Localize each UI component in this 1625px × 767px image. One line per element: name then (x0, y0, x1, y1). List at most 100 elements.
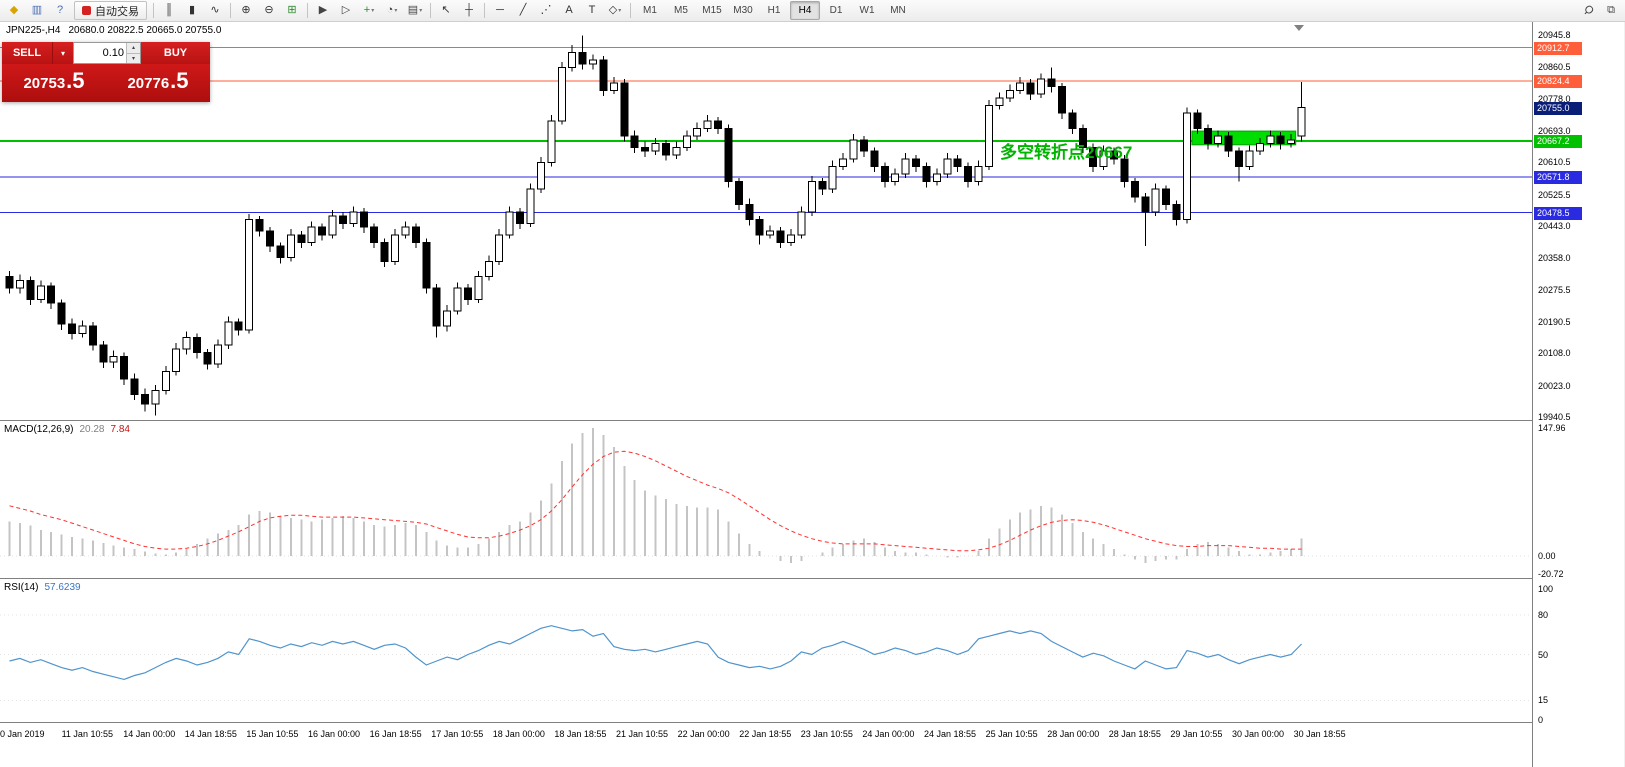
sell-label: SELL (12, 47, 42, 59)
auto-trading-icon (82, 6, 91, 15)
rsi-panel: RSI(14) 57.6239 (0, 578, 1532, 722)
time-axis-label: 25 Jan 10:55 (985, 729, 1038, 739)
label-icon[interactable]: T (588, 4, 596, 16)
cursor-icon[interactable]: ↖ (441, 4, 451, 16)
price-axis-label: 20778.0 (1538, 93, 1571, 104)
toolbar: ◆ ▥? 自动交易 ║ ▮ ∿ ⊕ ⊖ ⊞ ▶ ▷ + ▾ ◔ ▾ ▤ ▾ ↖ ┼ ─ ╱ ⋰ A T ◇ ▾ M1 M5 M15 M30… (0, 0, 1625, 22)
new-window-icon[interactable]: ⧉ (1607, 4, 1615, 16)
chevron-down-icon: ▾ (131, 55, 135, 62)
macd-panel-canvas[interactable] (0, 421, 1532, 578)
time-axis-label: 16 Jan 00:00 (308, 729, 361, 739)
chart-shift-marker[interactable] (1294, 25, 1304, 31)
candlestick-chart-icon[interactable]: ▮ (188, 4, 196, 16)
text-icon[interactable]: A (565, 4, 573, 16)
buy-label: BUY (163, 47, 188, 59)
tile-windows-icon[interactable]: ⊞ (287, 4, 297, 16)
time-axis-label: 14 Jan 00:00 (123, 729, 176, 739)
timeframe-h4-button[interactable]: H4 (790, 1, 820, 20)
time-axis-label: 24 Jan 00:00 (862, 729, 915, 739)
toolbar-separator (307, 3, 308, 18)
time-axis-label: 18 Jan 00:00 (492, 729, 545, 739)
dropdown-caret-icon: ▾ (419, 8, 423, 14)
auto-scroll-icon[interactable]: ▶ (318, 4, 328, 16)
shapes-icon[interactable]: ◇ ▾ (608, 4, 622, 16)
price-axis-label: 20275.5 (1538, 284, 1571, 295)
volume-field: ▴ ▾ (73, 42, 141, 64)
new-order-icon[interactable]: ◆ (9, 4, 19, 16)
templates-icon[interactable]: ▤ ▾ (407, 4, 423, 16)
time-axis-label: 28 Jan 18:55 (1108, 729, 1161, 739)
chart-column: JPN225-,H4 20680.0 20822.5 20665.0 20755… (0, 22, 1532, 767)
zoom-out-icon[interactable]: ⊖ (264, 4, 274, 16)
price-axis-label: 20358.0 (1538, 253, 1571, 264)
time-axis-label: 29 Jan 10:55 (1170, 729, 1223, 739)
timeframe-h1-button[interactable]: H1 (767, 5, 781, 16)
timeframe-m5-button[interactable]: M5 (674, 5, 688, 16)
timeframe-mn-button[interactable]: MN (890, 5, 906, 16)
bar-chart-icon[interactable]: ║ (165, 4, 173, 16)
help-icon[interactable]: ? (56, 4, 64, 16)
timeframe-m15-button[interactable]: M15 (702, 5, 722, 16)
search-icon[interactable]: Ϙ (1581, 2, 1596, 18)
horizontal-line-icon[interactable]: ─ (496, 4, 504, 16)
symbol-name: JPN225-,H4 (6, 25, 61, 36)
macd-scale-label: 0.00 (1538, 551, 1556, 561)
price-tag: 20824.4 (1534, 75, 1582, 89)
dropdown-caret-icon: ▾ (394, 8, 398, 14)
timeframe-m30-button[interactable]: M30 (733, 5, 753, 16)
volume-up-button[interactable]: ▴ (127, 43, 140, 54)
indicators-icon[interactable]: + ▾ (363, 4, 375, 16)
timeframe-w1-button[interactable]: W1 (859, 5, 875, 16)
time-axis-label: 18 Jan 18:55 (554, 729, 607, 739)
sell-button[interactable]: SELL (2, 42, 52, 64)
price-axis-label: 20860.5 (1538, 62, 1571, 73)
price-axis-label: 19940.5 (1538, 412, 1571, 422)
buy-price[interactable]: 20776.5 (127, 68, 189, 93)
time-axis-label: 15 Jan 10:55 (246, 729, 299, 739)
buy-button[interactable]: BUY (141, 42, 210, 64)
time-axis-label: 30 Jan 00:00 (1232, 729, 1285, 739)
price-axis-label: 20023.0 (1538, 380, 1571, 391)
volume-down-button[interactable]: ▾ (127, 53, 140, 63)
price-tag: 20667.2 (1534, 134, 1582, 148)
line-chart-icon[interactable]: ∿ (210, 4, 220, 16)
main-chart-canvas[interactable] (0, 22, 1532, 420)
price-axis-label: 20693.0 (1538, 126, 1571, 137)
sell-price[interactable]: 20753.5 (23, 68, 85, 93)
timeframe-d1-button[interactable]: D1 (829, 5, 843, 16)
auto-trading-label: 自动交易 (95, 5, 139, 18)
toolbar-separator (430, 3, 431, 18)
rsi-label: RSI(14) 57.6239 (4, 582, 81, 593)
chart-annotation[interactable]: 多空转折点20667 (1000, 143, 1133, 162)
fibonacci-icon[interactable]: ⋰ (540, 4, 552, 16)
chart-shift-icon[interactable]: ▷ (341, 4, 351, 16)
auto-trading-button[interactable]: 自动交易 (74, 1, 147, 20)
macd-panel: MACD(12,26,9) 20.28 7.84 (0, 420, 1532, 578)
time-axis-label: 21 Jan 10:55 (616, 729, 669, 739)
time-axis-label: 23 Jan 10:55 (800, 729, 853, 739)
time-axis-label: 28 Jan 00:00 (1047, 729, 1100, 739)
main-chart-panel: JPN225-,H4 20680.0 20822.5 20665.0 20755… (0, 22, 1532, 420)
price-tag: 20912.7 (1534, 41, 1582, 55)
volume-stepper: ▴ ▾ (126, 43, 140, 63)
dropdown-caret-icon: ▾ (371, 8, 375, 14)
toolbar-separator (230, 3, 231, 18)
time-axis-label: 24 Jan 18:55 (924, 729, 977, 739)
rsi-scale-label: 0 (1538, 715, 1544, 725)
order-type-dropdown[interactable]: ▾ (52, 42, 73, 64)
workspace: JPN225-,H4 20680.0 20822.5 20665.0 20755… (0, 22, 1625, 767)
periods-icon[interactable]: ◔ ▾ (386, 4, 398, 16)
charts-icon[interactable]: ▥ (31, 4, 43, 16)
price-axis[interactable]: 20945.8 20860.5 20778.0 20693.0 20610.5 20525… (1532, 22, 1624, 767)
chevron-up-icon: ▴ (131, 45, 135, 52)
price-axis-label: 20610.5 (1538, 157, 1571, 168)
macd-signal-line (9, 450, 1302, 552)
trendline-icon[interactable]: ╱ (519, 4, 527, 16)
time-axis[interactable]: 0 Jan 2019 11 Jan 10:55 14 Jan 00:00 14 Jan… (0, 722, 1532, 767)
timeframe-m1-button[interactable]: M1 (643, 5, 657, 16)
crosshair-icon[interactable]: ┼ (465, 4, 473, 16)
rsi-panel-canvas[interactable] (0, 579, 1532, 722)
volume-input[interactable] (74, 43, 126, 63)
zoom-in-icon[interactable]: ⊕ (241, 4, 251, 16)
price-axis-label: 20443.0 (1538, 221, 1571, 232)
